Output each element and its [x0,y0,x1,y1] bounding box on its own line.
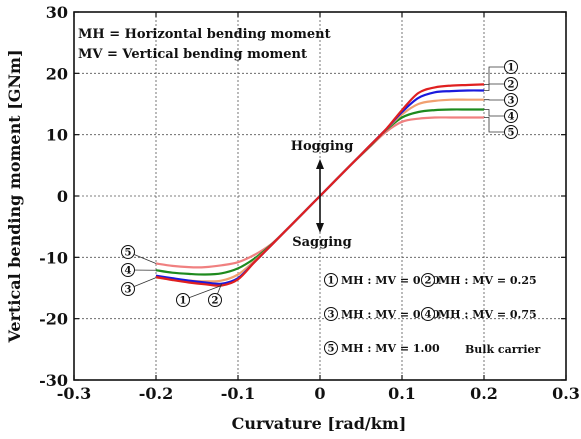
callout-left-5-circle [121,245,135,259]
hogging-label: Hogging [291,139,354,154]
callout-left-2-number: 2 [212,296,219,307]
callout-right-5-circle [504,125,518,139]
legend-item-4-number: 4 [425,310,432,321]
callout-left-3-number: 3 [125,285,132,296]
callout-right-5-number: 5 [508,128,515,139]
callout-left-3-circle [121,282,135,296]
x-axis-title: Curvature [rad/km] [232,414,407,433]
legend-item-2-circle [421,273,435,287]
x-tick-label: -0.1 [221,384,255,403]
sagging-label: Sagging [292,235,351,250]
legend-item-2-text: MH : MV = 0.25 [438,274,537,287]
legend-item-5-circle [324,341,338,355]
x-tick-label: 0.2 [470,384,498,403]
legend-item-3-number: 3 [328,310,335,321]
legend-item-3-circle [324,307,338,321]
callout-line-right-1 [484,66,504,85]
y-tick-label: 30 [46,3,68,22]
ticks: -0.3 -0.2 -0.1 0 0.1 0.2 0.3 30 20 10 0 -10 -20 -30 [39,3,580,403]
x-tick-label: 0.3 [552,384,580,403]
callout-left-5-number: 5 [125,248,132,259]
legend-item-1-text: MH : MV = 0.00 [341,274,440,287]
legend-item-2-number: 2 [425,276,432,287]
note-horizontal: MH = Horizontal bending moment [78,27,331,42]
y-tick-label: -20 [39,310,68,329]
y-tick-label: 20 [46,64,68,83]
legend-item-5-text: MH : MV = 1.00 [341,342,440,355]
x-tick-label: 0 [314,384,325,403]
callout-right-2-circle [504,77,518,91]
legend-item-4-text: MH : MV = 0.75 [438,308,537,321]
note-vertical: MV = Vertical bending moment [78,47,307,62]
callout-line-right-2 [484,83,504,91]
curve-labels: 1 1 2 2 3 3 4 4 5 5 [121,60,518,307]
y-tick-label: 0 [57,187,68,206]
arrow-head-up [316,159,324,169]
callout-right-3-circle [504,93,518,107]
caption-bulk-carrier: Bulk carrier [465,343,541,356]
callout-right-4-circle [504,109,518,123]
legend-item-3-text: MH : MV = 0.50 [341,308,440,321]
legend-item-1-circle [324,273,338,287]
x-tick-label: 0.1 [388,384,416,403]
callout-right-1-circle [504,60,518,74]
callout-line-right-5 [484,117,504,133]
callout-right-4-number: 4 [508,112,515,123]
callout-line-right-4 [484,109,504,117]
callout-left-4-number: 4 [125,266,132,277]
legend: 1 MH : MV = 0.002 MH : MV = 0.25 3 MH : MV =… [324,273,537,355]
hogging-sagging-arrow [316,159,324,233]
x-tick-label: -0.3 [57,384,91,403]
legend-item-4-circle [421,307,435,321]
callout-left-1-number: 1 [180,296,187,307]
y-tick-label: 10 [46,126,68,145]
callout-left-2-circle [208,293,222,307]
legend-item-5-number: 5 [328,344,335,355]
callout-right-3-number: 3 [508,96,515,107]
arrow-head-down [316,223,324,233]
callout-right-2-number: 2 [508,80,515,91]
x-tick-label: -0.2 [139,384,173,403]
callout-left-4-circle [121,263,135,277]
y-tick-label: -30 [39,371,68,390]
legend-item-1-number: 1 [328,276,335,287]
y-axis-title: Vertical bending moment [GNm] [5,49,24,343]
callout-left-1-circle [176,293,190,307]
y-tick-label: -10 [39,248,68,267]
callout-right-1-number: 1 [508,63,515,74]
